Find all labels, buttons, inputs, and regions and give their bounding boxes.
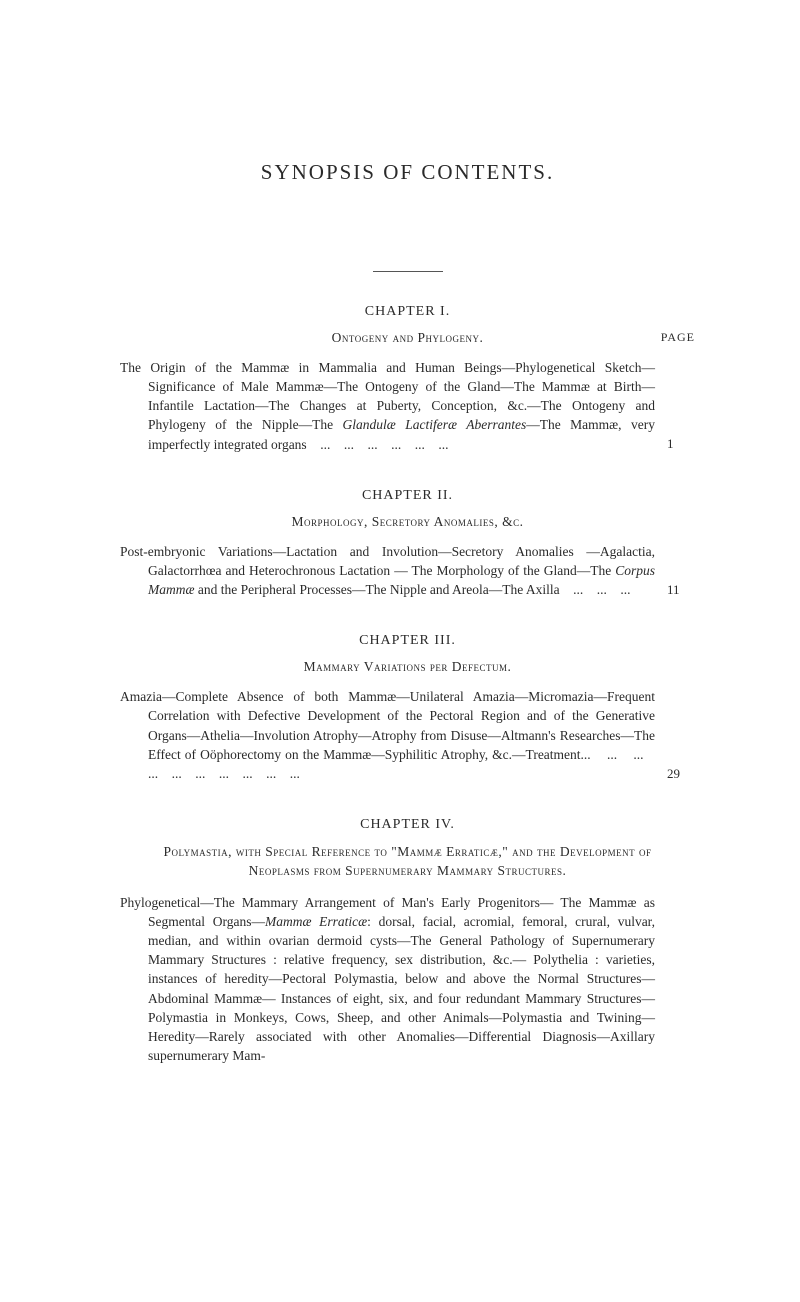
chapter-4-head: CHAPTER IV. — [120, 817, 695, 833]
chapter-2-block: CHAPTER II. Morphology, Secretory Anomal… — [120, 488, 695, 599]
chapter-2-subhead: Morphology, Secretory Anomalies, &c. — [120, 514, 695, 530]
chapter-1-subhead: Ontogeny and Phylogeny. — [120, 330, 695, 346]
chapter-1-text: The Origin of the Mammæ in Mammalia and … — [120, 360, 655, 452]
synopsis-title: SYNOPSIS OF CONTENTS. — [120, 160, 695, 185]
chapter-3-block: CHAPTER III. Mammary Variations per Defe… — [120, 633, 695, 783]
page: SYNOPSIS OF CONTENTS. CHAPTER I. Ontogen… — [0, 0, 800, 1302]
chapter-4-subhead: Polymastia, with Special Reference to "M… — [120, 843, 695, 881]
chapter-1-head: CHAPTER I. — [120, 304, 695, 320]
chapter-1-paragraph: The Origin of the Mammæ in Mammalia and … — [120, 358, 695, 454]
chapter-3-head: CHAPTER III. — [120, 633, 695, 649]
chapter-3-subhead: Mammary Variations per Defectum. — [120, 659, 695, 675]
chapter-3-paragraph: Amazia—Complete Absence of both Mammæ—Un… — [120, 687, 695, 783]
chapter-2-text: Post-embryonic Variations—Lactation and … — [120, 544, 655, 597]
chapter-1-block: CHAPTER I. Ontogeny and Phylogeny. PAGE … — [120, 304, 695, 454]
chapter-4-block: CHAPTER IV. Polymastia, with Special Ref… — [120, 817, 695, 1065]
chapter-2-paragraph: Post-embryonic Variations—Lactation and … — [120, 542, 695, 599]
page-column-label: PAGE — [661, 330, 695, 345]
chapter-4-paragraph: Phylogenetical—The Mammary Arrangement o… — [120, 893, 695, 1065]
chapter-2-head: CHAPTER II. — [120, 488, 695, 504]
divider-rule — [373, 271, 443, 272]
chapter-4-text: Phylogenetical—The Mammary Arrangement o… — [120, 895, 655, 1063]
chapter-3-text: Amazia—Complete Absence of both Mammæ—Un… — [120, 689, 655, 781]
